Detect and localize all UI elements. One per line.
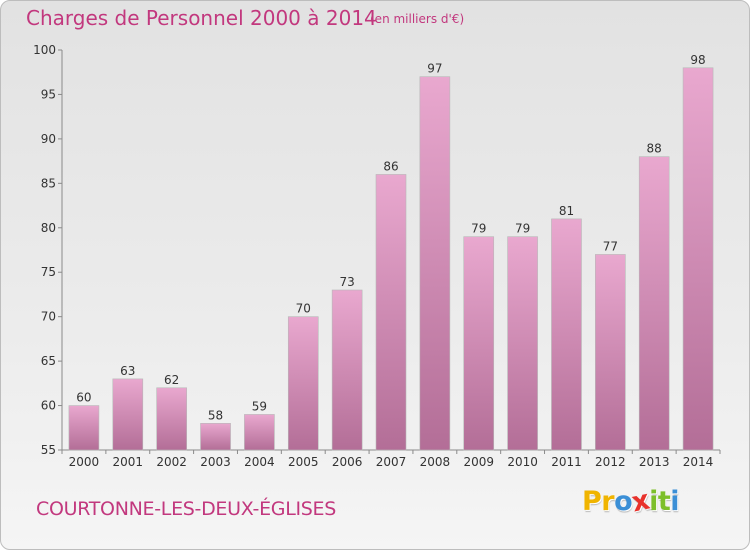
- bar-value-label: 79: [515, 222, 530, 236]
- bar-2012: [595, 254, 626, 451]
- bar-2002: [156, 387, 187, 451]
- logo-letter: o: [614, 486, 633, 517]
- town-name: COURTONNE-LES-DEUX-ÉGLISES: [36, 498, 337, 520]
- x-tick-label: 2006: [332, 455, 363, 469]
- x-tick-label: 2014: [683, 455, 714, 469]
- proxiti-logo[interactable]: Proxiti: [582, 485, 680, 519]
- logo-letter: i: [670, 486, 680, 517]
- chart-title: Charges de Personnel 2000 à 2014: [26, 6, 377, 30]
- bar-value-label: 86: [383, 159, 398, 173]
- bar-2005: [287, 316, 319, 451]
- x-tick-label: 2003: [200, 455, 231, 469]
- bar-value-label: 60: [76, 391, 91, 405]
- bar-value-label: 77: [603, 239, 618, 253]
- bar-value-label: 58: [208, 408, 223, 422]
- bar-2013: [638, 156, 670, 451]
- bar-value-label: 98: [690, 53, 705, 67]
- y-tick-label: 85: [41, 176, 56, 190]
- bar-value-label: 63: [120, 364, 135, 378]
- bar-value-label: 81: [559, 204, 574, 218]
- bar-value-label: 97: [427, 62, 442, 76]
- bar-2001: [112, 378, 144, 451]
- logo-letter: i: [649, 486, 658, 517]
- x-tick-label: 2002: [156, 455, 187, 469]
- logo-letter: P: [582, 486, 602, 517]
- y-tick-label: 75: [41, 265, 56, 279]
- x-tick-label: 2000: [69, 455, 100, 469]
- logo-letter: r: [601, 486, 615, 517]
- bar-2003: [200, 423, 231, 451]
- x-tick-label: 2012: [595, 455, 626, 469]
- bar-2014: [682, 67, 714, 451]
- bar-value-label: 70: [296, 302, 311, 316]
- y-tick-label: 60: [41, 399, 56, 413]
- y-tick-label: 80: [41, 221, 56, 235]
- bar-2007: [375, 174, 407, 451]
- bar-2009: [463, 236, 495, 451]
- bar-2010: [507, 236, 538, 451]
- bar-2008: [419, 76, 451, 451]
- y-tick-label: 65: [41, 354, 56, 368]
- x-tick-label: 2007: [376, 455, 407, 469]
- bar-2011: [551, 218, 582, 451]
- bar-value-label: 62: [164, 373, 179, 387]
- y-tick-label: 55: [41, 443, 56, 457]
- x-tick-label: 2005: [288, 455, 319, 469]
- x-tick-label: 2011: [551, 455, 582, 469]
- bar-value-label: 73: [339, 275, 354, 289]
- bar-value-label: 79: [471, 222, 486, 236]
- logo-letter: t: [657, 486, 671, 517]
- y-tick-label: 90: [41, 132, 56, 146]
- x-tick-label: 2004: [244, 455, 275, 469]
- bar-2004: [244, 414, 275, 451]
- x-tick-label: 2010: [507, 455, 538, 469]
- bar-value-label: 88: [647, 142, 662, 156]
- y-tick-label: 95: [41, 87, 56, 101]
- x-tick-label: 2008: [420, 455, 451, 469]
- y-tick-label: 100: [33, 43, 56, 57]
- x-tick-label: 2001: [113, 455, 144, 469]
- bar-value-label: 59: [252, 399, 267, 413]
- bar-2000: [68, 405, 100, 451]
- x-tick-label: 2009: [463, 455, 494, 469]
- bar-2006: [331, 289, 363, 451]
- chart-subtitle: (en milliers d'€): [370, 12, 465, 26]
- x-tick-label: 2013: [639, 455, 670, 469]
- y-tick-label: 70: [41, 310, 56, 324]
